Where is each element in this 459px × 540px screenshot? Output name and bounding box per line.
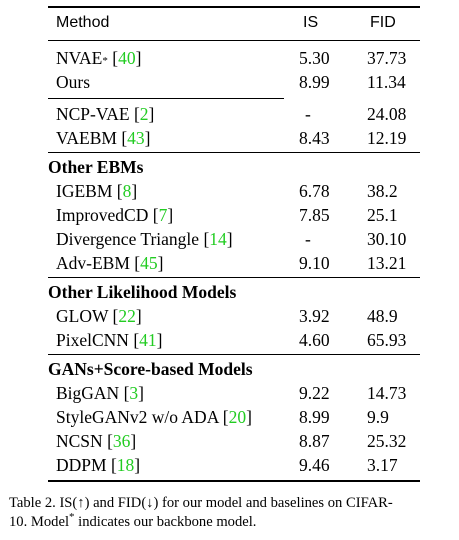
table-row: IGEBM [8] 6.78 38.2 [48, 179, 420, 203]
section-rule [48, 354, 420, 355]
is-value: 6.78 [299, 181, 330, 201]
citation-link[interactable]: 40 [118, 48, 136, 68]
fid-value: 9.9 [367, 407, 389, 427]
is-value: 4.60 [299, 330, 330, 350]
header-fid: FID [370, 14, 396, 31]
fid-value: 13.21 [367, 253, 407, 273]
method-name: Adv-EBM [45] [56, 253, 164, 273]
bottom-rule [48, 480, 420, 482]
fid-value: 11.34 [367, 72, 406, 92]
table-row: GLOW [22] 3.92 48.9 [48, 304, 420, 328]
table-row: NCP-VAE [2] - 24.08 [48, 102, 420, 126]
is-value: 7.85 [299, 205, 330, 225]
table-caption: Table 2. IS(↑) and FID(↓) for our model … [9, 494, 454, 533]
table-row: Adv-EBM [45] 9.10 13.21 [48, 251, 420, 275]
is-value: 8.99 [299, 407, 330, 427]
table-row: NVAE* [40] 5.30 37.73 [48, 46, 420, 70]
citation-link[interactable]: 7 [158, 205, 168, 225]
is-value: 9.46 [299, 455, 330, 475]
table-row: Ours 8.99 11.34 [48, 70, 420, 94]
table-row: VAEBM [43] 8.43 12.19 [48, 126, 420, 150]
fid-value: 37.73 [367, 48, 407, 68]
method-name: NCSN [36] [56, 431, 137, 451]
header-is: IS [303, 14, 319, 31]
table-row: PixelCNN [41] 4.60 65.93 [48, 328, 420, 352]
caption-line-1: Table 2. IS(↑) and FID(↓) for our model … [9, 495, 393, 511]
table-row: NCSN [36] 8.87 25.32 [48, 429, 420, 453]
citation-link[interactable]: 20 [228, 407, 247, 427]
caption-line-2: 10. Model* indicates our backbone model. [9, 511, 257, 530]
method-name: NVAE* [40] [56, 48, 142, 68]
table-row: BigGAN [3] 9.22 14.73 [48, 381, 420, 405]
is-value: 8.43 [299, 128, 330, 148]
citation-link[interactable]: 3 [129, 383, 139, 403]
section-heading: GANs+Score-based Models [48, 359, 253, 379]
is-value: - [305, 229, 311, 249]
section-rule [48, 277, 420, 278]
fid-value: 12.19 [367, 128, 407, 148]
method-name: ImprovedCD [7] [56, 205, 174, 225]
method-name: StyleGANv2 w/o ADA [20] [56, 407, 252, 427]
citation-link[interactable]: 18 [116, 455, 135, 475]
header-method: Method [56, 14, 110, 31]
method-name: IGEBM [8] [56, 181, 138, 201]
citation-link[interactable]: 43 [127, 128, 145, 148]
fid-value: 14.73 [367, 383, 407, 403]
table-row: ImprovedCD [7] 7.85 25.1 [48, 203, 420, 227]
citation-link[interactable]: 22 [118, 306, 136, 326]
is-value: 3.92 [299, 306, 330, 326]
top-rule [48, 6, 420, 8]
header-rule [48, 40, 420, 41]
fid-value: 25.1 [367, 205, 398, 225]
is-value: 9.10 [299, 253, 330, 273]
method-name: PixelCNN [41] [56, 330, 163, 350]
citation-link[interactable]: 36 [112, 431, 131, 451]
section-rule [48, 152, 420, 153]
is-value: 5.30 [299, 48, 330, 68]
partial-rule [48, 98, 284, 99]
citation-link[interactable]: 14 [209, 229, 227, 249]
citation-link[interactable]: 41 [139, 330, 157, 350]
fid-value: 65.93 [367, 330, 407, 350]
method-name: Divergence Triangle [14] [56, 229, 233, 249]
fid-value: 38.2 [367, 181, 398, 201]
citation-link[interactable]: 8 [122, 181, 132, 201]
citation-link[interactable]: 45 [140, 253, 158, 273]
header-row: Method IS FID [48, 11, 420, 35]
is-value: 8.87 [299, 431, 330, 451]
fid-value: 3.17 [367, 455, 398, 475]
is-value: - [305, 104, 311, 124]
table-row: StyleGANv2 w/o ADA [20] 8.99 9.9 [48, 405, 420, 429]
method-name: BigGAN [3] [56, 383, 144, 403]
section-heading: Other EBMs [48, 157, 144, 177]
method-name: NCP-VAE [2] [56, 104, 155, 124]
fid-value: 25.32 [367, 431, 407, 451]
method-name: VAEBM [43] [56, 128, 151, 148]
method-name: DDPM [18] [56, 455, 141, 475]
table-row: Divergence Triangle [14] - 30.10 [48, 227, 420, 251]
fid-value: 48.9 [367, 306, 398, 326]
method-name: Ours [56, 72, 91, 92]
fid-value: 30.10 [367, 229, 407, 249]
fid-value: 24.08 [367, 104, 407, 124]
is-value: 8.99 [299, 72, 330, 92]
table-row: DDPM [18] 9.46 3.17 [48, 453, 420, 477]
section-heading: Other Likelihood Models [48, 282, 237, 302]
citation-link[interactable]: 2 [139, 104, 149, 124]
method-name: GLOW [22] [56, 306, 142, 326]
is-value: 9.22 [299, 383, 330, 403]
